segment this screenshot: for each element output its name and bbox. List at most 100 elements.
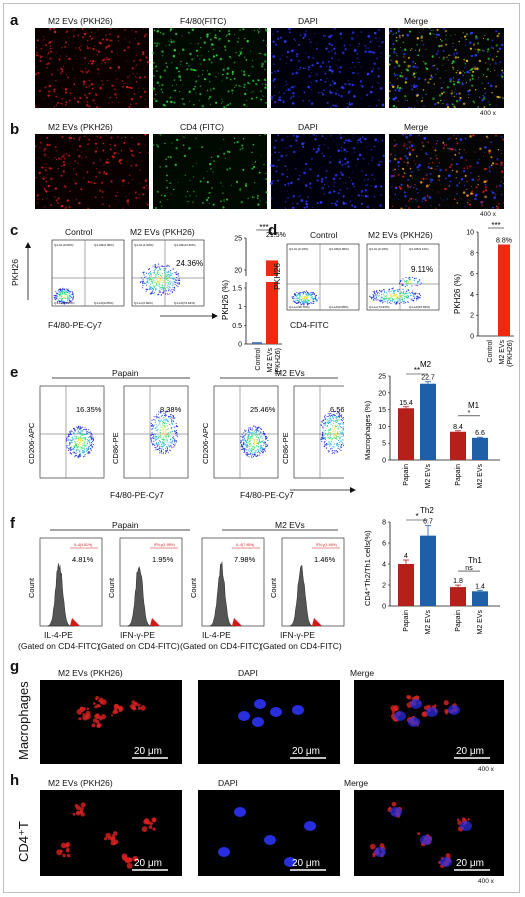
chart-f-bar-1 (398, 564, 414, 606)
panel-label-c: c (10, 222, 19, 239)
histogram-f-gate-4: IFN-γ(1.46%) (316, 543, 337, 547)
chart-f-xtick-2: M2 EVs (425, 610, 432, 635)
chart-e-xtick-4: M2 EVs (477, 464, 484, 489)
histogram-f-ylabel-2: Count (107, 577, 116, 598)
panel-f-xlabel-4: IFN-γ-PE (280, 630, 315, 640)
chart-f-data-label-2: 6.7 (423, 519, 433, 526)
chart-e-macrophages: 0 5 10 15 20 25 15.4 Papain 22.7 M2 EVs 8.4 Papain 6… (363, 360, 500, 489)
flow-e-percent-1: 16.35% (76, 405, 102, 414)
chart-f-ytick-0: 0 (382, 604, 386, 611)
chart-d-ytick-10: 10 (466, 230, 474, 237)
chart-f-ylabel: CD4⁺Th2/Th1 cells(%) (363, 530, 372, 606)
panel-c-x-axis-label: F4/80-PE-Cy7 (48, 320, 102, 330)
chart-e-data-label-2: 22.7 (421, 375, 435, 382)
panel-label-f: f (10, 515, 15, 532)
histogram-f-percent-1: 4.81% (72, 555, 94, 564)
chart-e-ytick-25: 25 (378, 374, 386, 381)
histogram-f-3 (201, 537, 265, 627)
chart-f-data-label-1: 4 (404, 553, 408, 560)
panel-g-scalebar-merge: 20 μm (456, 746, 484, 757)
chart-c-bar-treated-low (266, 282, 278, 344)
histogram-f-percent-3: 7.98% (234, 555, 256, 564)
panel-b-title-2: CD4 (FITC) (180, 122, 224, 132)
panel-c-x-arrow (160, 313, 218, 319)
panel-g-magnification: 400 x (478, 766, 494, 773)
chart-d-xtick-treated-2: (PKH26) (507, 340, 514, 367)
chart-e-significance-2: * (468, 410, 471, 417)
chart-e-ytick-0: 0 (382, 458, 386, 465)
histogram-f-ylabel-3: Count (189, 577, 198, 598)
chart-e-ytick-15: 15 (378, 407, 386, 414)
quadrant-d-treated-ul: Q1-UL(0.13%) (369, 247, 388, 251)
quadrant-d-control-lr: Q1-LR(0.08%) (329, 305, 348, 309)
figure-frame (3, 3, 520, 893)
micrograph-b-cd4 (153, 134, 267, 209)
panel-g-micrograph-merge (354, 680, 504, 764)
panel-c-y-arrow (25, 242, 31, 300)
panel-g-scalebar-pkh26: 20 μm (134, 746, 162, 757)
panel-d-flow-plots: Q1-UL(0.13%) Q1-UR(0.00%) Q1-LL(99.79%) … (286, 243, 440, 311)
flow-plot-e-3 (213, 385, 279, 479)
chart-f-group-label-1: Th2 (420, 506, 434, 515)
quadrant-c-treated-ul: Q1-UL(1.00%) (134, 243, 153, 247)
histogram-f-2 (119, 537, 183, 627)
chart-e-group-label-2: M1 (468, 401, 480, 410)
chart-c-ylabel: PKH26 (%) (221, 280, 230, 320)
panel-d-flow-title-treated: M2 EVs (PKH26) (368, 230, 433, 240)
chart-c-xtick-control: Control (255, 348, 262, 371)
flow-e-ylabel-1: CD206-APC (27, 422, 36, 464)
chart-c-bar-treated-high (266, 260, 278, 276)
chart-d-pkh26-bars: 0 2 4 6 8 10 *** 8.8% PKH26 (%) Control M2 EVs (PKH… (453, 221, 514, 367)
panel-b-title-1: M2 EVs (PKH26) (48, 122, 113, 132)
panel-a-magnification: 400 x (480, 110, 496, 117)
quadrant-c-treated-lr: Q1-LR(74.64%) (174, 301, 195, 305)
panel-c-flow-title-treated: M2 EVs (PKH26) (130, 227, 195, 237)
chart-d-ylabel: PKH26 (%) (453, 274, 462, 314)
flow-e-percent-3: 25.46% (250, 405, 276, 414)
panel-a-title-2: F4/80(FITC) (180, 16, 227, 26)
panel-g-title-3: Merge (350, 668, 375, 678)
quadrant-c-treated-ur: Q1-UR(24.36%) (174, 243, 196, 247)
histogram-f-gate-3: IL-4(7.98%) (236, 543, 254, 547)
flow-e-ylabel-3: CD206-APC (201, 422, 210, 464)
panel-g-micrographs: 20 μm 20 μm 20 μm (40, 680, 504, 764)
panel-g-title-1: M2 EVs (PKH26) (58, 668, 123, 678)
micrograph-a-merge (389, 28, 504, 108)
quadrant-d-control-ur: Q1-UR(0.00%) (329, 247, 349, 251)
micrograph-a-dapi (271, 28, 385, 108)
histogram-f-ylabel-4: Count (269, 577, 278, 598)
chart-d-bar-treated (498, 244, 510, 336)
chart-c-ytick-20: 20 (234, 268, 242, 275)
flow-e-ylabel-4: CD86-PE (281, 432, 290, 464)
panel-c-flow-plots: Q1-UL(0.00%) Q1-UR(0.00%) Q1-LL(99.95%) … (51, 239, 205, 307)
panel-label-d: d (268, 222, 278, 239)
panel-e-x-arrow (290, 487, 356, 493)
chart-d-ytick-6: 6 (470, 271, 474, 278)
chart-d-data-label: 8.8% (496, 237, 512, 244)
chart-e-data-label-3: 8.4 (453, 424, 463, 431)
chart-e-ytick-20: 20 (378, 390, 386, 397)
panel-f-gate-3: (Gated on CD4-FITC) (180, 641, 262, 651)
chart-f-xtick-4: M2 EVs (477, 610, 484, 635)
quadrant-d-control-ll: Q1-LL(99.79%) (289, 305, 310, 309)
flow-plot-e-2 (123, 385, 189, 479)
panel-f-gate-1: (Gated on CD4-FITC) (18, 641, 100, 651)
quadrant-c-treated-ll: Q1-LL(0.00%) (134, 301, 153, 305)
micrograph-b-pkh26 (35, 134, 149, 209)
panel-d-flow-title-control: Control (310, 230, 338, 240)
chart-e-bar-1 (398, 408, 414, 460)
flow-e-percent-4: 6.56% (330, 405, 344, 414)
panel-b-title-4: Merge (404, 122, 429, 132)
micrograph-a-pkh26 (35, 28, 149, 108)
chart-c-ytick-low-0: 0 (238, 342, 242, 349)
chart-d-xtick-control: Control (487, 340, 494, 363)
chart-f-bar-3 (450, 587, 466, 606)
panel-a-title-4: Merge (404, 16, 429, 26)
histogram-f-gate-1: IL-4(4.81%) (74, 543, 92, 547)
panel-f-histograms: IL-4(4.81%) 4.81% Count IFN-γ(1.95%) 1.95% Co… (27, 537, 345, 627)
panel-a-micrographs (35, 28, 504, 108)
panel-f-group-m2evs: M2 EVs (275, 520, 305, 530)
chart-e-ytick-10: 10 (378, 424, 386, 431)
chart-f-xtick-3: Papain (455, 610, 462, 632)
panel-g-row-label: Macrophages (16, 681, 31, 760)
